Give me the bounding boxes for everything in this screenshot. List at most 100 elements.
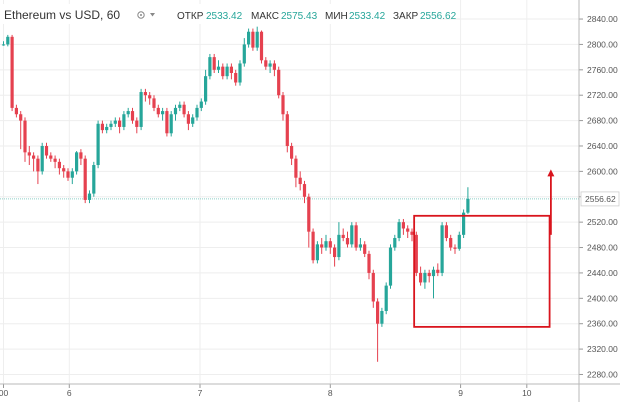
candle-body: [165, 111, 169, 134]
y-tick-label: 2480.00: [587, 243, 618, 253]
candle-body: [462, 212, 466, 235]
candle-body: [161, 111, 165, 115]
annotation-layer: [413, 169, 555, 328]
header-dropdown-icon[interactable]: [150, 13, 155, 17]
candle: [423, 269, 427, 289]
candle-body: [320, 244, 324, 248]
candle: [79, 149, 83, 166]
y-tick-label: 2840.00: [587, 14, 618, 24]
annotation-arrow-head: [547, 169, 555, 177]
x-tick-label: 6: [67, 388, 72, 398]
candle-body: [216, 66, 221, 70]
candle-body: [221, 66, 225, 77]
candle: [281, 92, 285, 121]
candle: [1, 41, 6, 46]
candle: [311, 228, 315, 264]
candle: [173, 104, 178, 121]
candle: [208, 53, 212, 80]
candle: [199, 98, 203, 112]
candle: [354, 222, 358, 251]
y-tick-label: 2600.00: [587, 166, 618, 176]
candle-body: [178, 104, 182, 108]
candle-body: [44, 145, 49, 156]
candle-body: [130, 111, 135, 121]
candle: [371, 269, 375, 308]
high-value: 2575.43: [281, 11, 318, 22]
candle: [350, 222, 354, 248]
candle: [139, 88, 143, 131]
candle: [307, 193, 311, 248]
candle-body: [393, 238, 397, 248]
candle: [367, 250, 371, 280]
candle: [169, 111, 173, 137]
candle-body: [449, 238, 453, 248]
candle: [449, 234, 453, 251]
candle: [380, 307, 384, 327]
candle-body: [148, 95, 152, 99]
candle: [204, 69, 208, 105]
y-tick-label: 2320.00: [587, 344, 618, 354]
candle: [234, 69, 238, 86]
candle: [410, 228, 414, 242]
candle-body: [285, 114, 289, 146]
candle-body: [268, 63, 272, 67]
chart-header: Ethereum vs USD, 60 ОТКР 2533.42 МАКС 25…: [0, 4, 457, 24]
candle: [255, 26, 259, 51]
candle-body: [259, 31, 264, 61]
high-label: МАКС: [251, 11, 279, 22]
candle-body: [311, 231, 315, 261]
candle: [337, 222, 341, 261]
candle: [466, 187, 470, 214]
candle: [272, 60, 276, 77]
candle-body: [436, 269, 440, 273]
candle-body: [401, 222, 405, 229]
candle: [161, 107, 165, 121]
y-tick-label: 2520.00: [587, 217, 618, 227]
candle-body: [380, 311, 384, 324]
candle: [152, 95, 156, 112]
last-price-tag: 2556.62: [585, 194, 616, 204]
candle: [358, 238, 362, 251]
candle-body: [126, 111, 130, 115]
candle: [109, 120, 113, 131]
candle: [126, 107, 130, 118]
candle-body: [345, 238, 350, 245]
y-tick-label: 2640.00: [587, 141, 618, 151]
candle: [393, 234, 397, 251]
candle-body: [444, 225, 448, 239]
candle-body: [333, 247, 337, 258]
candle-body: [143, 92, 147, 96]
y-tick-label: 2720.00: [587, 90, 618, 100]
candle: [328, 238, 332, 254]
candle-body: [96, 123, 100, 166]
candle-body: [341, 234, 345, 239]
candle: [186, 111, 190, 131]
candle: [66, 168, 70, 181]
candle-body: [315, 244, 319, 261]
candle: [62, 165, 66, 178]
annotation-box: [413, 214, 551, 328]
candle-body: [371, 272, 375, 302]
last-price-tag-box: [580, 191, 620, 207]
candle-body: [328, 241, 332, 248]
candle: [285, 111, 289, 153]
candle: [14, 104, 18, 118]
candle-body: [388, 247, 393, 286]
candle: [302, 180, 307, 204]
candle: [70, 168, 74, 185]
candle-body: [242, 44, 246, 64]
candle: [221, 63, 225, 80]
candle: [165, 107, 169, 137]
x-tick-label: 7: [198, 388, 203, 398]
candle-body: [49, 155, 53, 159]
header-gear-icon[interactable]: [137, 11, 145, 19]
candle-body: [199, 101, 203, 108]
candle: [100, 120, 104, 134]
candle-body: [212, 57, 216, 70]
x-tick-label: 8: [328, 388, 333, 398]
candle-body: [139, 92, 143, 127]
close-label: ЗАКР: [393, 11, 419, 22]
